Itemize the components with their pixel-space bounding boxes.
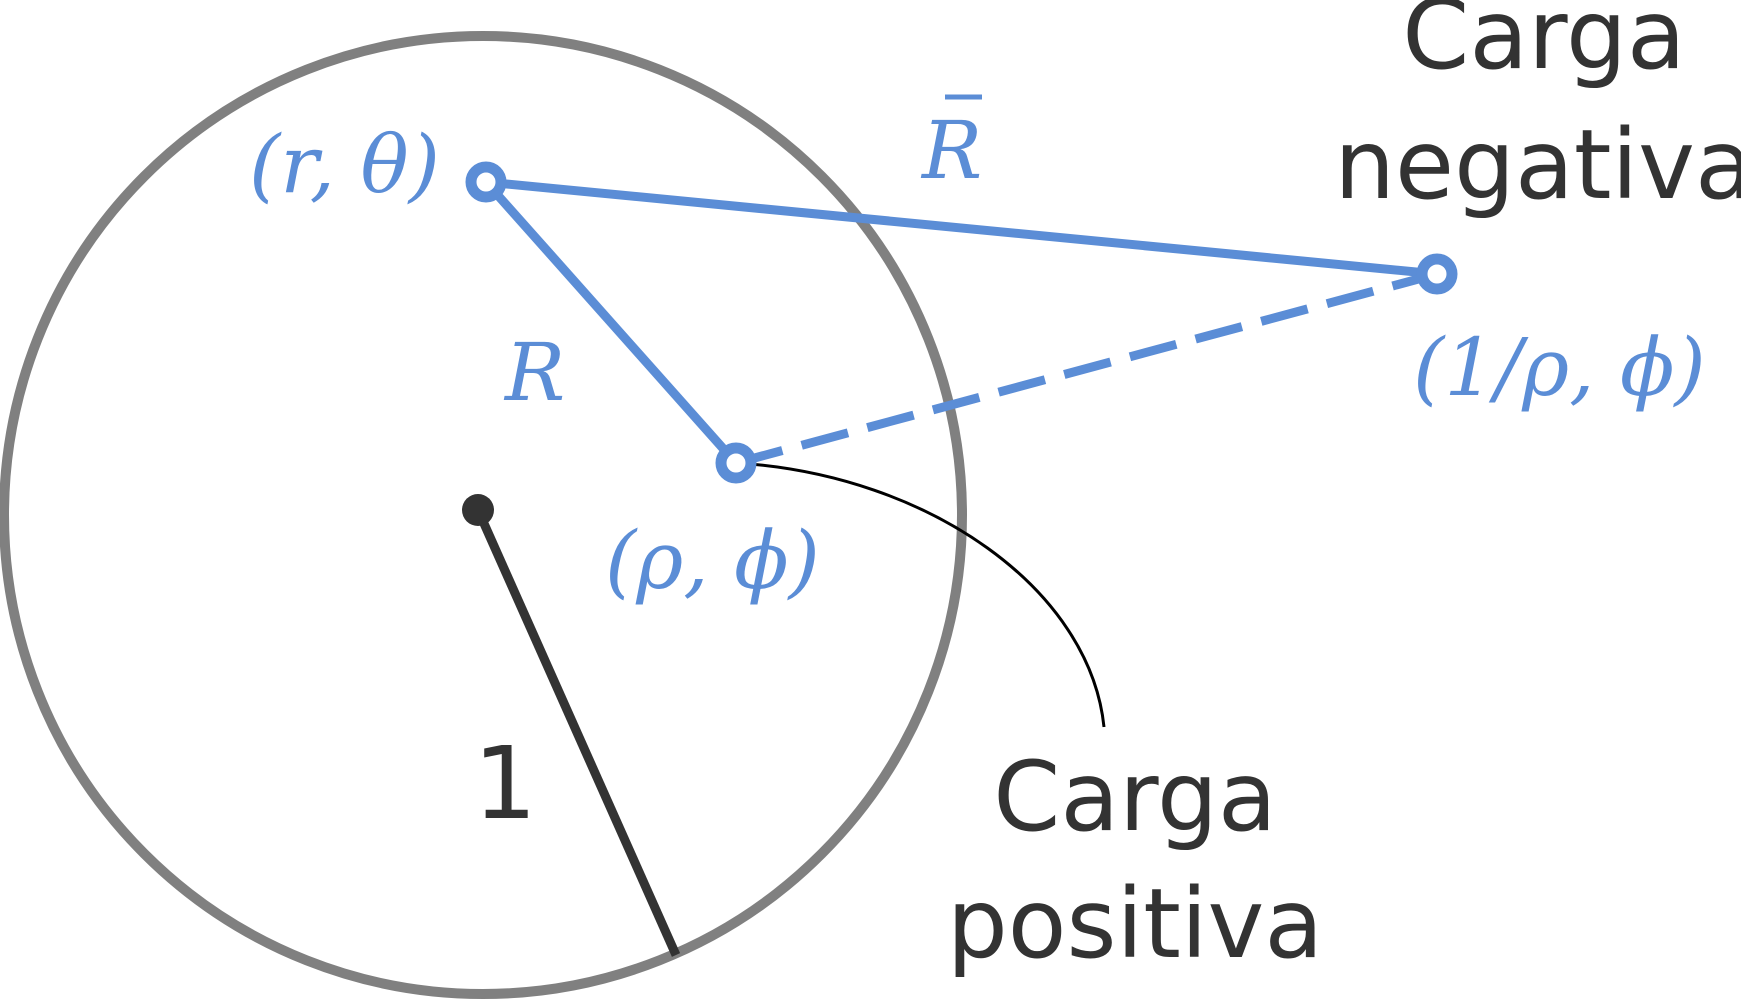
dashed-ray [734,269,1439,468]
segment-R-bar [485,177,1438,279]
segment-R [482,179,740,466]
negative-charge-label-line2: negativa [1334,109,1741,221]
distance-R-bar-label: R [920,104,982,197]
center-point [462,494,494,526]
radius-value-label: 1 [473,725,537,842]
radius-line [473,508,681,957]
distance-R-label: R [503,326,565,419]
point-inverse-label: (1/ρ, ϕ) [1413,321,1706,414]
point-negative-charge-marker [1416,253,1458,295]
positive-charge-label-line1: Carga [993,741,1276,853]
point-r-theta-label: (r, θ) [249,118,440,211]
point-rho-phi-label: (ρ, ϕ) [605,514,820,607]
positive-charge-leader [736,461,1106,728]
positive-charge-label-line2: positiva [947,868,1323,980]
unit-circle [0,31,967,999]
negative-charge-label-line1: Carga [1402,0,1685,91]
point-r-theta-marker [465,161,507,203]
point-positive-charge-marker [715,442,757,484]
